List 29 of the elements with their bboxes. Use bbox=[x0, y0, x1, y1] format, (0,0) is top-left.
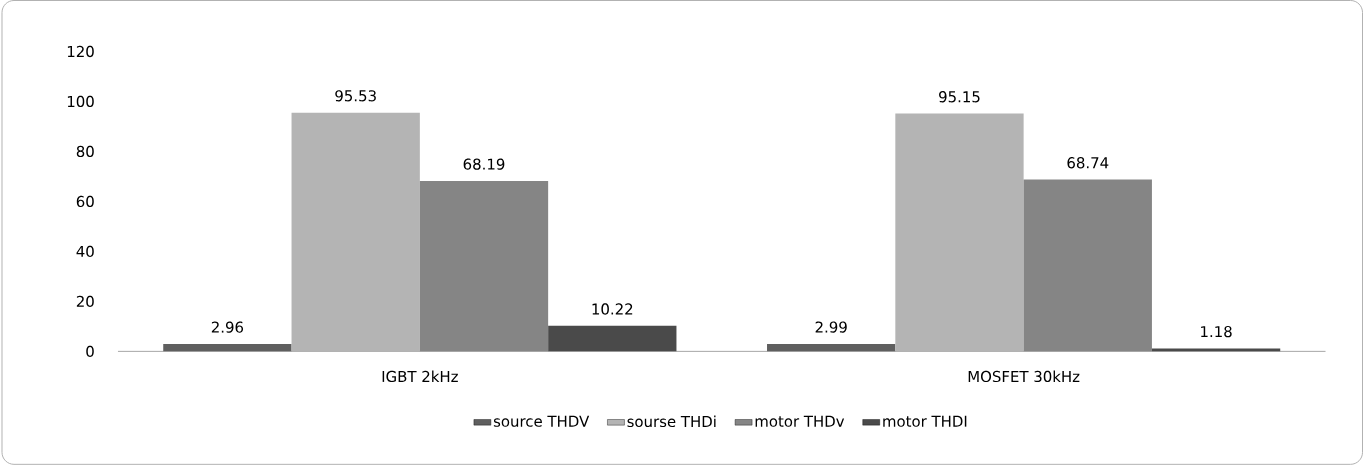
bar bbox=[767, 343, 896, 352]
legend-label: source THDV bbox=[493, 415, 590, 427]
bar bbox=[163, 343, 292, 352]
y-tick-label: 80 bbox=[76, 145, 94, 157]
data-label: 68.74 bbox=[1067, 156, 1109, 169]
y-tick-label: 100 bbox=[67, 95, 94, 107]
bar bbox=[1023, 179, 1152, 352]
y-tick-label: 60 bbox=[76, 195, 94, 207]
bar bbox=[291, 112, 420, 352]
data-label: 68.19 bbox=[463, 158, 505, 170]
data-label: 95.15 bbox=[939, 90, 980, 103]
data-label: 95.53 bbox=[335, 90, 376, 102]
legend-label: motor THDI bbox=[883, 415, 967, 427]
y-tick-label: 0 bbox=[86, 345, 94, 357]
data-label: 2.99 bbox=[815, 321, 847, 333]
legend-label: sourse THDi bbox=[627, 415, 716, 427]
bar bbox=[548, 325, 677, 352]
x-tick-label: MOSFET 30kHz bbox=[968, 370, 1080, 382]
legend-label: motor THDv bbox=[755, 415, 845, 427]
data-label: 10.22 bbox=[592, 303, 633, 315]
data-label: 2.96 bbox=[211, 321, 244, 333]
y-tick-label: 120 bbox=[67, 45, 94, 57]
data-label: 1.18 bbox=[1201, 325, 1232, 338]
y-tick-label: 40 bbox=[76, 245, 94, 257]
bar bbox=[1151, 348, 1281, 352]
x-tick-label: IGBT 2kHz bbox=[382, 370, 458, 382]
y-tick-label: 20 bbox=[76, 295, 94, 307]
bar bbox=[895, 113, 1024, 352]
bar bbox=[419, 180, 549, 352]
